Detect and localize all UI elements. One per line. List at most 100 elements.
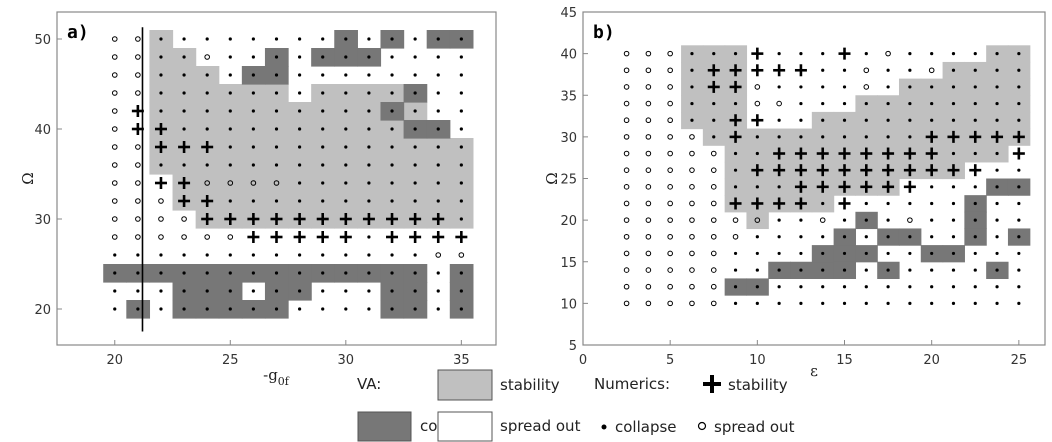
- numerics-collapse-marker: [182, 73, 186, 77]
- numerics-collapse-marker: [733, 52, 738, 56]
- numerics-collapse-marker: [886, 251, 890, 256]
- numerics-collapse-marker: [973, 85, 977, 89]
- numerics-stability-marker: [816, 180, 829, 193]
- numerics-collapse-marker: [973, 68, 977, 72]
- numerics-spread-marker: [667, 300, 673, 307]
- numerics-collapse-marker: [251, 163, 255, 167]
- va-stability-cell: [218, 174, 243, 193]
- numerics-collapse-marker: [205, 109, 209, 113]
- numerics-stability-marker: [386, 213, 399, 225]
- numerics-stability-marker: [860, 147, 873, 160]
- numerics-spread-marker: [885, 50, 891, 57]
- numerics-spread-marker: [645, 200, 652, 207]
- numerics-collapse-marker: [459, 289, 463, 293]
- numerics-collapse-marker: [344, 37, 348, 41]
- numerics-collapse-marker: [777, 235, 781, 239]
- numerics-collapse-marker: [777, 251, 781, 256]
- numerics-stability-marker: [178, 141, 191, 153]
- numerics-collapse-marker: [136, 307, 140, 311]
- numerics-collapse-marker: [1017, 185, 1021, 189]
- numerics-stability-marker: [860, 164, 873, 177]
- numerics-collapse-marker: [690, 52, 694, 56]
- numerics-collapse-marker: [1017, 101, 1021, 106]
- numerics-collapse-marker: [321, 109, 325, 113]
- numerics-collapse-marker: [113, 271, 117, 275]
- numerics-collapse-marker: [413, 271, 417, 275]
- numerics-collapse-marker: [1017, 168, 1021, 172]
- numerics-collapse-marker: [951, 118, 956, 122]
- numerics-spread-marker: [710, 150, 717, 157]
- numerics-spread-marker: [645, 217, 652, 223]
- numerics-collapse-marker: [1017, 301, 1021, 305]
- numerics-stability-marker: [816, 164, 829, 177]
- numerics-collapse-marker: [436, 109, 440, 113]
- numerics-collapse-marker: [321, 253, 325, 257]
- numerics-collapse-marker: [274, 145, 279, 149]
- numerics-stability-marker: [432, 213, 445, 225]
- numerics-collapse-marker: [459, 307, 463, 311]
- numerics-collapse-marker: [436, 55, 440, 59]
- numerics-collapse-marker: [136, 271, 140, 275]
- numerics-collapse-marker: [321, 37, 325, 41]
- numerics-spread-marker: [710, 300, 717, 307]
- numerics-spread-marker: [689, 167, 695, 173]
- numerics-spread-marker: [667, 200, 673, 207]
- numerics-collapse-marker: [344, 271, 348, 275]
- numerics-collapse-marker: [842, 68, 847, 72]
- numerics-stability-marker: [751, 47, 764, 60]
- numerics-collapse-marker: [1017, 52, 1021, 56]
- numerics-collapse-marker: [390, 109, 394, 113]
- legend-marker-num-spread: [697, 421, 707, 431]
- numerics-collapse-marker: [690, 85, 694, 89]
- numerics-collapse-marker: [821, 235, 825, 239]
- numerics-collapse-marker: [821, 251, 825, 256]
- x-axis-label-subscript: 0f: [278, 375, 290, 388]
- numerics-collapse-marker: [733, 168, 738, 172]
- numerics-spread-marker: [754, 217, 761, 223]
- numerics-collapse-marker: [298, 55, 302, 59]
- numerics-collapse-marker: [459, 163, 463, 167]
- va-stability-cell: [746, 211, 769, 230]
- numerics-spread-marker: [623, 167, 630, 173]
- numerics-spread-marker: [623, 233, 630, 240]
- numerics-collapse-marker: [228, 91, 232, 95]
- numerics-spread-marker: [227, 234, 234, 240]
- numerics-spread-marker: [623, 217, 630, 223]
- numerics-collapse-marker: [436, 37, 440, 41]
- numerics-spread-marker: [204, 234, 210, 240]
- numerics-collapse-marker: [205, 289, 209, 293]
- numerics-collapse-marker: [274, 109, 279, 113]
- numerics-collapse-marker: [436, 307, 440, 311]
- numerics-collapse-marker: [799, 285, 803, 289]
- numerics-collapse-marker: [251, 145, 255, 149]
- numerics-spread-marker: [135, 216, 141, 222]
- x-axis-label-base: -g: [263, 366, 278, 384]
- legend-label-num-stability: stability: [728, 376, 788, 394]
- numerics-collapse-marker: [930, 52, 934, 56]
- numerics-stability-marker: [882, 147, 895, 160]
- numerics-collapse-marker: [951, 68, 956, 72]
- numerics-spread-marker: [111, 234, 118, 240]
- numerics-collapse-marker: [1017, 285, 1021, 289]
- numerics-stability-marker: [432, 231, 445, 243]
- numerics-collapse-marker: [973, 268, 977, 272]
- numerics-collapse-marker: [864, 301, 868, 305]
- numerics-collapse-marker: [298, 289, 302, 293]
- numerics-collapse-marker: [733, 268, 738, 272]
- numerics-spread-marker: [623, 100, 630, 107]
- numerics-collapse-marker: [777, 185, 781, 189]
- numerics-stability-marker: [409, 213, 422, 225]
- numerics-collapse-marker: [436, 181, 440, 185]
- numerics-collapse-marker: [864, 285, 868, 289]
- numerics-spread-marker: [907, 217, 913, 223]
- numerics-spread-marker: [732, 233, 739, 240]
- numerics-collapse-marker: [298, 181, 302, 185]
- numerics-stability-marker: [925, 164, 938, 177]
- numerics-collapse-marker: [799, 52, 803, 56]
- numerics-collapse-marker: [908, 118, 912, 122]
- numerics-collapse-marker: [298, 37, 302, 41]
- numerics-collapse-marker: [205, 37, 209, 41]
- numerics-collapse-marker: [951, 251, 956, 256]
- numerics-collapse-marker: [799, 135, 803, 139]
